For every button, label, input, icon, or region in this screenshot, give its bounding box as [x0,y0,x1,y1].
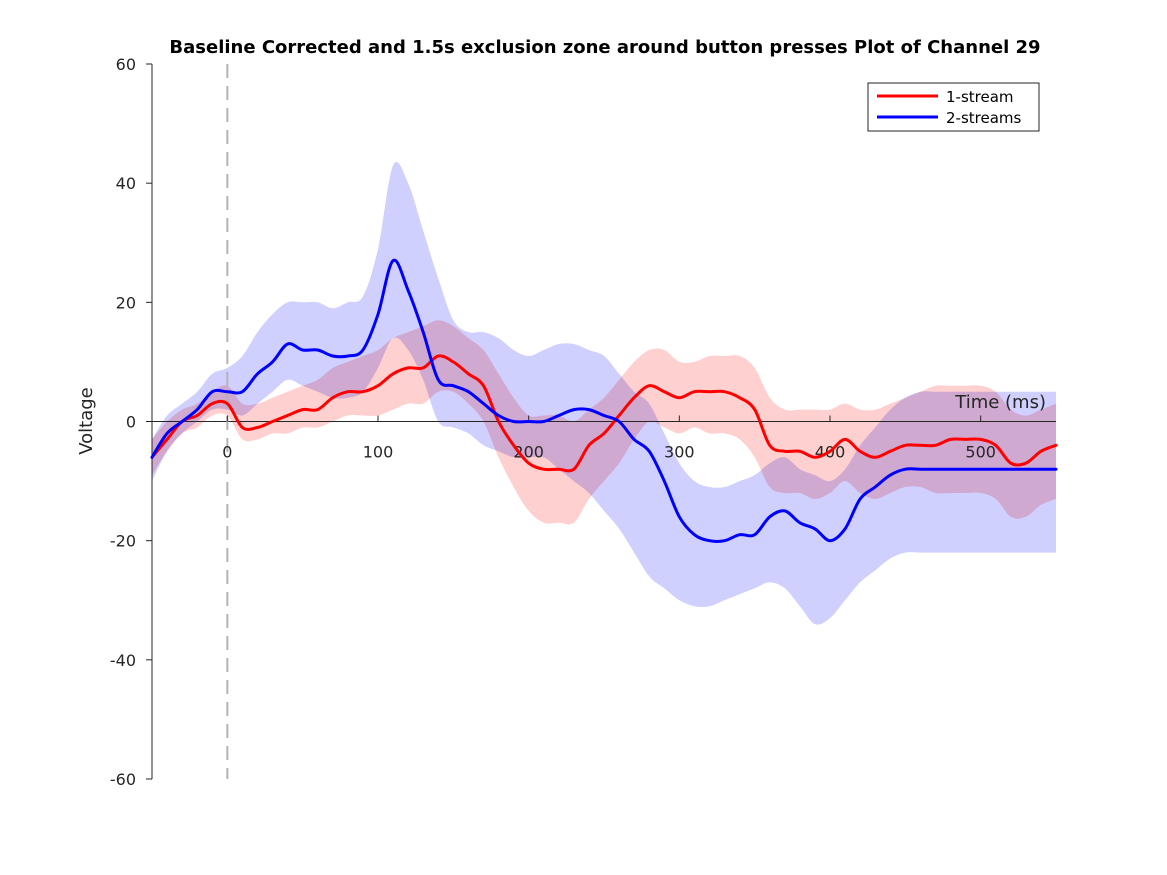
axes-layer [151,64,1056,779]
y-tick-label: -20 [110,532,136,551]
x-tick-label: 300 [664,443,695,462]
legend: 1-stream 2-streams [867,82,1040,132]
x-tick-label: 500 [965,443,996,462]
y-tick-label: 20 [116,293,136,312]
chart-title: Baseline Corrected and 1.5s exclusion zo… [169,37,1040,58]
y-tick-label: 40 [116,174,136,193]
x-tick-label: 100 [363,443,394,462]
series-line-1-stream [150,354,1058,473]
confidence-bands-layer [152,161,1056,625]
y-tick-label: -60 [110,770,136,789]
series-line-2-streams [150,258,1058,543]
legend-label-1-stream: 1-stream [946,88,1014,106]
y-tick-label: 0 [126,413,136,432]
x-axis-label: Time (ms) [954,392,1046,413]
x-tick-label: 0 [222,443,232,462]
y-tick-label: 60 [116,55,136,74]
confidence-band-2-streams [152,161,1056,625]
legend-label-2-streams: 2-streams [946,109,1022,127]
y-axis-label: Voltage [76,387,97,455]
legend-box [867,82,1040,132]
y-tick-label: -40 [110,651,136,670]
series-lines-layer [150,258,1058,543]
